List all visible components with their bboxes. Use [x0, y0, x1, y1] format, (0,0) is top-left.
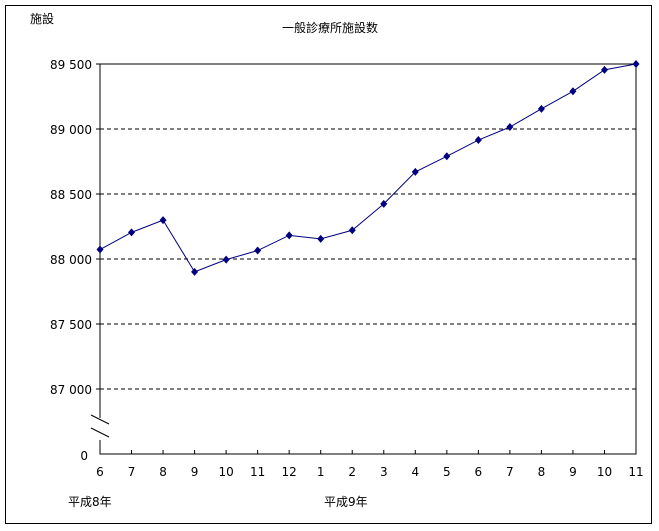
data-point	[537, 104, 545, 113]
data-point	[474, 136, 482, 145]
x-tick-label: 10	[597, 465, 612, 479]
data-point	[348, 226, 356, 235]
x-tick-label: 1	[317, 465, 325, 479]
x-tick-label: 5	[443, 465, 451, 479]
data-point	[285, 231, 293, 240]
y-tick-label: 88 500	[50, 188, 92, 202]
data-point	[254, 246, 262, 255]
x-tick-label: 7	[506, 465, 514, 479]
y-tick-label: 87 000	[50, 383, 92, 397]
data-point	[191, 267, 199, 276]
x-tick-label: 11	[250, 465, 265, 479]
data-point	[317, 234, 325, 243]
x-tick-label: 2	[348, 465, 356, 479]
x-tick-label: 10	[218, 465, 233, 479]
x-tick-label: 3	[380, 465, 388, 479]
data-point	[443, 152, 451, 161]
x-tick-label: 7	[128, 465, 136, 479]
data-point	[380, 199, 388, 208]
x-tick-label: 6	[96, 465, 104, 479]
x-tick-label: 9	[191, 465, 199, 479]
y-tick-label: 89 500	[50, 58, 92, 72]
data-point	[411, 167, 419, 176]
y-tick-label: 88 000	[50, 253, 92, 267]
x-tick-label: 8	[159, 465, 167, 479]
y-axis-label: 施設	[30, 11, 54, 26]
x-tick-label: 12	[282, 465, 297, 479]
axis-break-mark	[90, 414, 110, 425]
era-label: 平成9年	[324, 495, 368, 509]
data-point	[222, 255, 230, 264]
data-point	[632, 60, 640, 68]
data-point	[600, 65, 608, 74]
y-tick-label: 89 000	[50, 123, 92, 137]
x-tick-label: 11	[628, 465, 643, 479]
data-point	[506, 123, 514, 132]
x-tick-label: 9	[569, 465, 577, 479]
x-tick-label: 6	[475, 465, 483, 479]
era-label: 平成8年	[68, 495, 112, 509]
data-point	[96, 245, 104, 254]
data-point	[128, 228, 136, 237]
data-point	[159, 216, 167, 225]
chart-title: 一般診療所施設数	[282, 20, 378, 35]
axis-break-mark	[90, 427, 110, 438]
chart-frame	[5, 5, 652, 524]
data-point	[569, 87, 577, 96]
x-tick-label: 4	[411, 465, 419, 479]
y-tick-label: 87 500	[50, 318, 92, 332]
x-tick-label: 8	[538, 465, 546, 479]
y-tick-label-zero: 0	[80, 449, 88, 463]
series-line	[99, 63, 637, 273]
